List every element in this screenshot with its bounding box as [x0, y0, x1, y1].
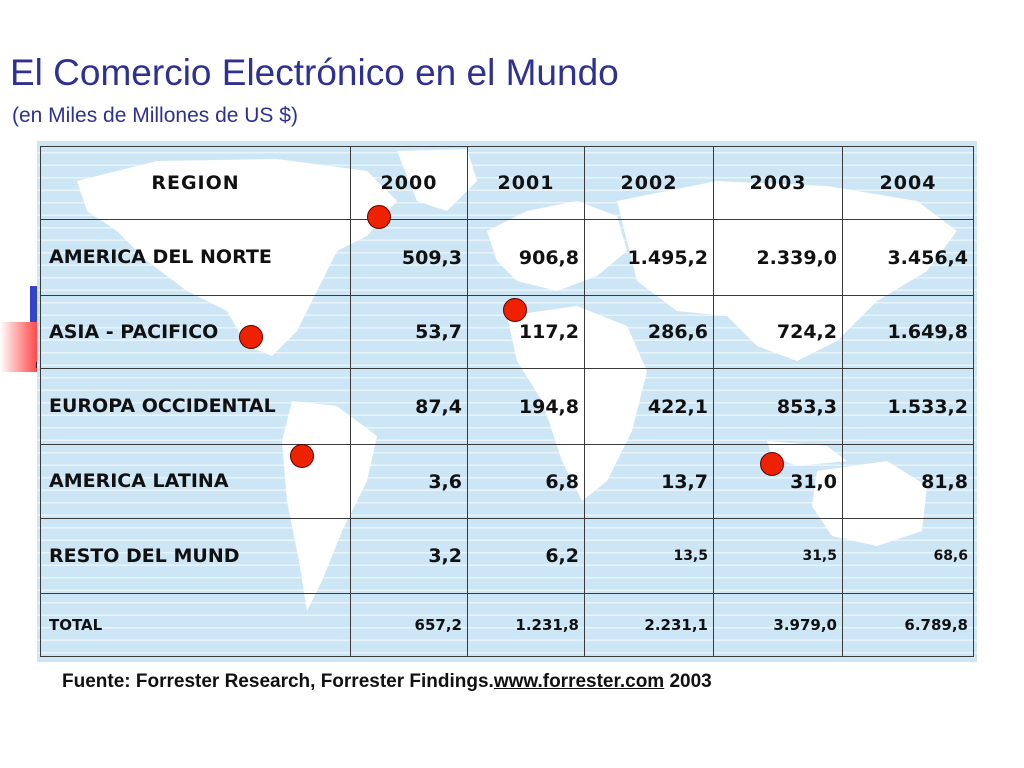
region-marker-dot — [760, 452, 784, 476]
header-2004: 2004 — [842, 146, 974, 220]
decorative-blue-bar — [30, 286, 40, 330]
region-cell: AMERICA DEL NORTE — [40, 219, 351, 296]
value-cell: 724,2 — [713, 295, 843, 369]
table-row-america-latina: AMERICA LATINA 3,6 6,8 13,7 31,0 81,8 — [40, 444, 974, 519]
source-link[interactable]: www.forrester.com — [493, 671, 665, 692]
table-row-america-del-norte: AMERICA DEL NORTE 509,3 906,8 1.495,2 2.… — [40, 219, 974, 296]
table-header-row: REGION 2000 2001 2002 2003 2004 — [40, 146, 974, 220]
value-cell: 6,8 — [467, 444, 585, 519]
value-cell: 6,2 — [467, 518, 585, 594]
region-cell: EUROPA OCCIDENTAL — [40, 368, 351, 445]
header-2003: 2003 — [713, 146, 843, 220]
value-cell: 3,6 — [350, 444, 468, 519]
header-2000: 2000 — [350, 146, 468, 220]
value-cell: 1.533,2 — [842, 368, 974, 445]
value-cell: 509,3 — [350, 219, 468, 296]
region-marker-dot — [503, 298, 527, 322]
value-cell: 13,7 — [584, 444, 714, 519]
table-row-total: TOTAL 657,2 1.231,8 2.231,1 3.979,0 6.78… — [40, 593, 974, 657]
value-cell: 31,5 — [713, 518, 843, 594]
value-cell: 3.979,0 — [713, 593, 843, 657]
value-cell: 6.789,8 — [842, 593, 974, 657]
region-cell: RESTO DEL MUND — [40, 518, 351, 594]
value-cell: 1.495,2 — [584, 219, 714, 296]
value-cell: 87,4 — [350, 368, 468, 445]
value-cell: 2.339,0 — [713, 219, 843, 296]
header-region: REGION — [40, 146, 351, 220]
source-prefix: Fuente: Forrester Research, Forrester Fi… — [62, 671, 494, 692]
table-row-asia-pacifico: ASIA - PACIFICO 53,7 117,2 286,6 724,2 1… — [40, 295, 974, 369]
region-cell: TOTAL — [40, 593, 351, 657]
value-cell: 906,8 — [467, 219, 585, 296]
table-row-europa-occidental: EUROPA OCCIDENTAL 87,4 194,8 422,1 853,3… — [40, 368, 974, 445]
header-2001: 2001 — [467, 146, 585, 220]
region-marker-dot — [367, 205, 391, 229]
decorative-red-gradient — [0, 322, 40, 372]
value-cell: 657,2 — [350, 593, 468, 657]
region-marker-dot — [239, 325, 263, 349]
value-cell: 1.231,8 — [467, 593, 585, 657]
value-cell: 53,7 — [350, 295, 468, 369]
value-cell: 286,6 — [584, 295, 714, 369]
table-row-resto-del-mundo: RESTO DEL MUND 3,2 6,2 13,5 31,5 68,6 — [40, 518, 974, 594]
value-cell: 194,8 — [467, 368, 585, 445]
value-cell: 3.456,4 — [842, 219, 974, 296]
value-cell: 853,3 — [713, 368, 843, 445]
value-cell: 1.649,8 — [842, 295, 974, 369]
table-with-world-map: REGION 2000 2001 2002 2003 2004 AMERICA … — [37, 141, 977, 662]
value-cell: 81,8 — [842, 444, 974, 519]
source-note: Fuente: Forrester Research, Forrester Fi… — [62, 671, 712, 693]
value-cell: 13,5 — [584, 518, 714, 594]
value-cell: 2.231,1 — [584, 593, 714, 657]
value-cell: 422,1 — [584, 368, 714, 445]
region-cell: ASIA - PACIFICO — [40, 295, 351, 369]
slide-subtitle: (en Miles de Millones de US $) — [12, 104, 298, 127]
ecommerce-table: REGION 2000 2001 2002 2003 2004 AMERICA … — [40, 146, 974, 657]
region-marker-dot — [290, 444, 314, 468]
slide-title: El Comercio Electrónico en el Mundo — [10, 52, 619, 93]
value-cell: 68,6 — [842, 518, 974, 594]
source-suffix: 2003 — [664, 671, 712, 692]
value-cell: 3,2 — [350, 518, 468, 594]
header-2002: 2002 — [584, 146, 714, 220]
